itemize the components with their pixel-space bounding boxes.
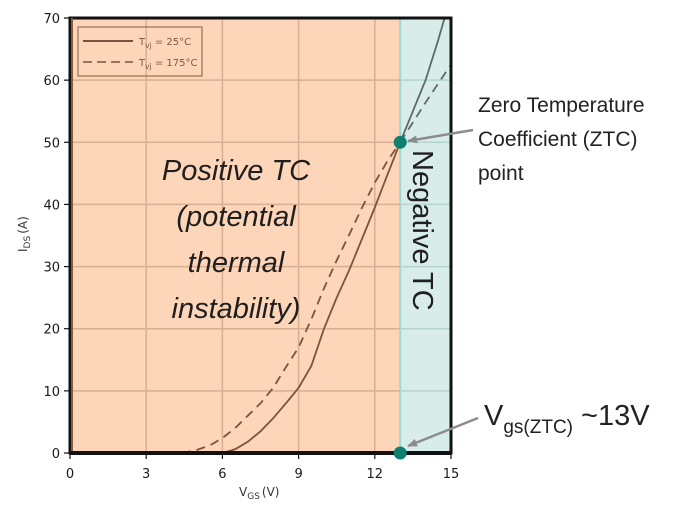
y-tick-label: 0 [52, 447, 60, 462]
x-tick-label: 0 [66, 467, 74, 482]
ztc-point-marker [393, 135, 407, 149]
positive-tc-line-2: (potential [176, 201, 297, 233]
ztc-annotation: Zero Temperature Coefficient (ZTC) point [478, 94, 645, 185]
y-tick-label: 60 [43, 74, 60, 89]
ztc-annotation-line-3: point [478, 162, 524, 185]
negative-tc-label: Negative TC [406, 150, 438, 311]
legend: Tvj = 25°C Tvj = 175°C [77, 26, 203, 77]
ztc-arrow [407, 128, 474, 144]
series-175c-line-negative-region [399, 64, 451, 143]
vgs-ztc-point-marker [393, 446, 407, 460]
positive-tc-line-1: Positive TC [162, 155, 311, 187]
legend-label-25c: Tvj = 25°C [138, 37, 191, 50]
x-tick-label: 12 [367, 467, 384, 482]
y-tick-label: 30 [43, 261, 60, 276]
y-axis-title: IDS(A) [16, 216, 33, 252]
x-tick-label: 6 [218, 467, 226, 482]
vgs-ztc-annotation: Vgs(ZTC) ~13V [484, 400, 650, 438]
positive-tc-line-4: instability) [172, 293, 301, 325]
negative-tc-region [400, 18, 451, 453]
y-tick-label: 50 [43, 136, 60, 151]
x-tick-label: 15 [443, 467, 460, 482]
x-tick-label: 9 [294, 467, 302, 482]
positive-tc-line-3: thermal [188, 247, 286, 279]
y-tick-label: 40 [43, 198, 60, 213]
y-tick-label: 70 [43, 12, 60, 27]
positive-tc-label: Positive TC (potential thermal instabili… [162, 155, 311, 325]
x-axis-title: VGS (V) [239, 485, 279, 502]
vgs-ztc-arrow [407, 416, 479, 448]
ztc-annotation-line-1: Zero Temperature [478, 94, 645, 117]
legend-box [77, 26, 203, 77]
series-25c-line [222, 141, 402, 453]
x-tick-label: 3 [142, 467, 150, 482]
y-tick-label: 20 [43, 323, 60, 338]
y-tick-label: 10 [43, 385, 60, 400]
legend-label-175c: Tvj = 175°C [138, 58, 197, 71]
positive-tc-region [70, 18, 401, 453]
series-25c-line-negative-region [399, 18, 446, 143]
ztc-annotation-line-2: Coefficient (ZTC) [478, 128, 637, 151]
series-175c-line [181, 141, 401, 453]
